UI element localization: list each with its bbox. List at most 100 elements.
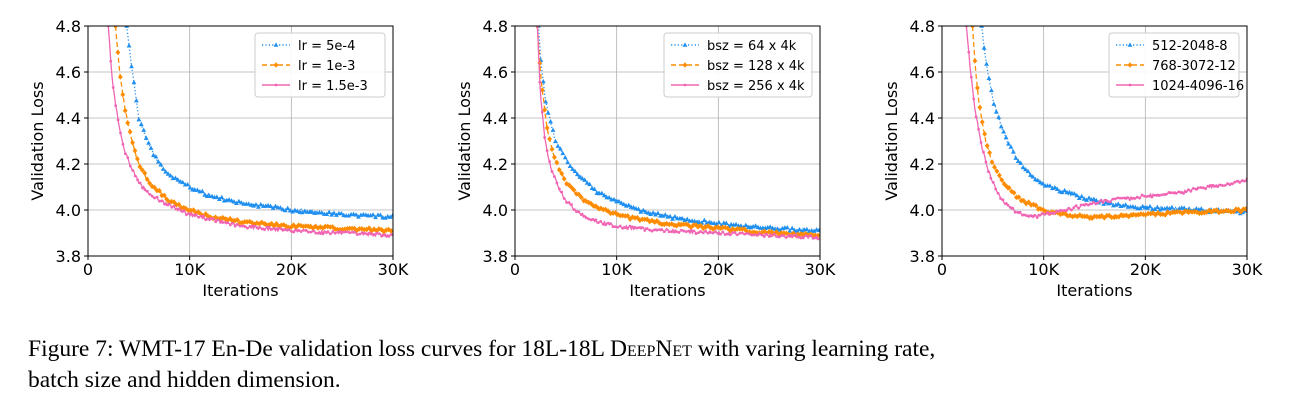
series-marker <box>113 26 118 29</box>
series-marker <box>728 233 732 237</box>
series-marker <box>977 104 983 111</box>
series-marker <box>974 115 978 119</box>
series-marker <box>1104 212 1110 219</box>
series-marker <box>984 160 988 164</box>
series-marker <box>718 232 722 236</box>
series-marker <box>565 201 569 204</box>
series-marker <box>1143 194 1146 198</box>
x-tick-label: 0 <box>83 260 93 279</box>
series-marker <box>319 210 325 215</box>
y-axis-label: Validation Loss <box>882 81 901 200</box>
series-marker <box>716 232 720 235</box>
series-marker <box>192 213 196 217</box>
series-marker <box>589 218 593 222</box>
series-marker <box>152 184 157 191</box>
series-marker <box>121 142 125 146</box>
series-marker <box>587 181 593 187</box>
series-marker <box>1191 186 1195 190</box>
series-marker <box>660 228 664 231</box>
series-marker <box>662 230 666 234</box>
series-marker <box>974 85 980 91</box>
series-marker <box>1121 196 1124 200</box>
series-marker <box>1116 196 1120 200</box>
series-marker <box>380 234 384 238</box>
series-marker <box>161 192 167 199</box>
y-tick-label: 4.0 <box>483 201 508 220</box>
series-marker <box>309 209 315 214</box>
series-marker <box>1021 213 1024 217</box>
x-tick-label: 0 <box>510 260 520 279</box>
series-marker <box>322 223 328 230</box>
x-axis-label: Iterations <box>1056 281 1132 300</box>
series-marker <box>1165 192 1168 196</box>
series-marker <box>120 91 126 98</box>
series-marker <box>626 202 632 208</box>
series-marker <box>1101 201 1105 204</box>
series-marker <box>1179 210 1185 217</box>
series-marker <box>687 229 691 233</box>
plot-area <box>534 26 820 241</box>
series-marker <box>549 146 555 153</box>
series-marker <box>300 223 306 230</box>
series-marker <box>1094 202 1098 206</box>
series-marker <box>263 228 266 231</box>
series-marker <box>1004 183 1010 190</box>
series-marker <box>1086 195 1092 200</box>
series-marker <box>165 203 169 207</box>
series-marker <box>1006 203 1010 207</box>
series-marker <box>307 230 310 234</box>
series-marker <box>1065 213 1071 219</box>
series-marker <box>291 222 296 228</box>
series-marker <box>1067 212 1073 219</box>
series-marker <box>1023 213 1027 217</box>
series-marker <box>198 211 204 217</box>
series-marker <box>1077 212 1083 218</box>
series-marker <box>1055 209 1059 213</box>
series-marker <box>358 232 362 236</box>
series-marker <box>364 226 370 233</box>
series-marker <box>1062 187 1068 193</box>
legend: 512-2048-8 768-3072-12 1024-4096-16 <box>1108 32 1244 98</box>
series-marker <box>794 228 800 233</box>
series-marker <box>255 226 259 230</box>
series-marker <box>804 234 808 238</box>
series-marker <box>618 224 622 228</box>
series-marker <box>584 180 590 185</box>
x-tick-label: 20K <box>276 260 307 279</box>
series-marker <box>234 200 239 206</box>
series-marker <box>657 228 661 232</box>
series-marker <box>579 176 585 181</box>
series-marker <box>1035 206 1041 212</box>
series-marker <box>736 233 739 237</box>
series-marker <box>625 213 631 219</box>
series-marker <box>299 230 303 233</box>
series-marker <box>787 228 793 233</box>
series-marker <box>1194 187 1198 191</box>
series-marker <box>1126 196 1129 200</box>
series-2 <box>970 26 1247 222</box>
x-axis-label: Iterations <box>629 281 705 300</box>
series-marker <box>220 214 226 221</box>
series-marker <box>777 235 781 239</box>
series-marker <box>543 136 547 139</box>
series-marker <box>211 217 215 221</box>
x-tick-label: 10K <box>1028 260 1059 279</box>
series-marker <box>640 226 644 229</box>
series-marker <box>1150 195 1154 199</box>
series-marker <box>133 97 139 103</box>
series-marker <box>160 199 164 203</box>
series-marker <box>567 201 571 204</box>
series-marker <box>159 192 165 199</box>
series-marker <box>175 177 181 182</box>
series-marker <box>811 236 815 240</box>
series-marker <box>1118 212 1124 218</box>
series-marker <box>1109 214 1114 221</box>
series-marker <box>556 167 562 173</box>
y-tick-label: 4.6 <box>483 63 508 82</box>
series-marker <box>1001 198 1005 202</box>
series-marker <box>1172 191 1176 195</box>
series-marker <box>1165 209 1171 215</box>
series-marker <box>309 230 313 234</box>
series-marker <box>740 231 744 235</box>
series-marker <box>797 235 800 239</box>
